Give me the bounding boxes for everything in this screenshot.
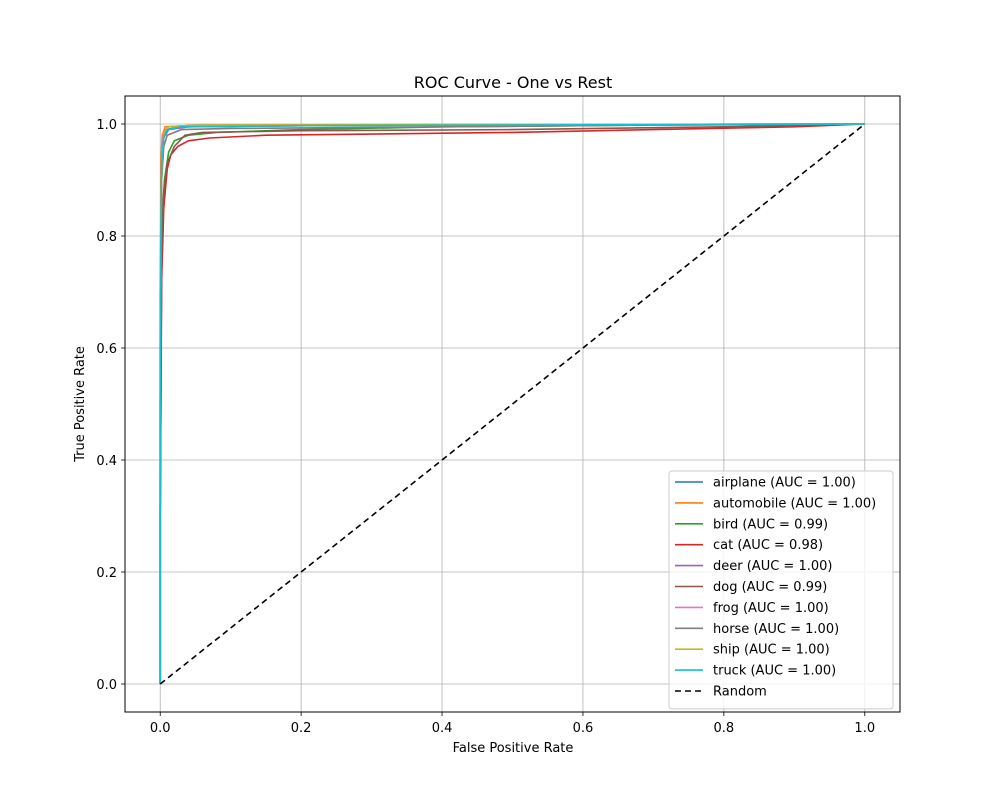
y-tick-label: 0.2 bbox=[96, 566, 117, 581]
y-tick-label: 0.8 bbox=[96, 230, 117, 245]
x-tick-label: 0.2 bbox=[291, 721, 312, 736]
x-axis-title: False Positive Rate bbox=[453, 741, 574, 756]
y-tick-label: 0.4 bbox=[96, 454, 117, 469]
x-tick-label: 0.8 bbox=[714, 721, 735, 736]
legend-label-deer: deer (AUC = 1.00) bbox=[713, 559, 832, 574]
y-tick-label: 0.6 bbox=[96, 342, 117, 357]
y-tick-label: 1.0 bbox=[96, 118, 117, 133]
x-tick-label: 1.0 bbox=[854, 721, 875, 736]
axis-ticks: 0.0 0.2 0.4 0.6 0.8 1.0 0.0 0.2 0.4 0.6 0.8 1.0 bbox=[96, 118, 875, 736]
series-line-truck bbox=[159, 123, 865, 684]
legend-label-truck: truck (AUC = 1.00) bbox=[713, 664, 836, 679]
legend-label-frog: frog (AUC = 1.00) bbox=[713, 601, 829, 616]
legend-label-random: Random bbox=[713, 685, 767, 700]
grid-lines bbox=[125, 96, 900, 712]
legend-label-bird: bird (AUC = 0.99) bbox=[713, 517, 828, 532]
chart-title: ROC Curve - One vs Rest bbox=[414, 73, 613, 92]
legend-label-cat: cat (AUC = 0.98) bbox=[713, 538, 823, 553]
legend-label-dog: dog (AUC = 0.99) bbox=[713, 580, 827, 595]
x-tick-label: 0.0 bbox=[150, 721, 171, 736]
y-tick-label: 0.0 bbox=[96, 678, 117, 693]
legend-label-airplane: airplane (AUC = 1.00) bbox=[713, 476, 856, 491]
y-axis-title: True Positive Rate bbox=[73, 346, 88, 463]
legend-box bbox=[668, 470, 894, 710]
x-tick-label: 0.6 bbox=[573, 721, 594, 736]
legend-label-ship: ship (AUC = 1.00) bbox=[713, 643, 830, 658]
legend-label-automobile: automobile (AUC = 1.00) bbox=[713, 496, 876, 511]
x-tick-label: 0.4 bbox=[432, 721, 453, 736]
legend-label-horse: horse (AUC = 1.00) bbox=[713, 622, 839, 637]
series-lines bbox=[159, 123, 866, 685]
legend: airplane (AUC = 1.00) automobile (AUC = 1… bbox=[668, 470, 894, 710]
plot-frame bbox=[124, 95, 901, 713]
